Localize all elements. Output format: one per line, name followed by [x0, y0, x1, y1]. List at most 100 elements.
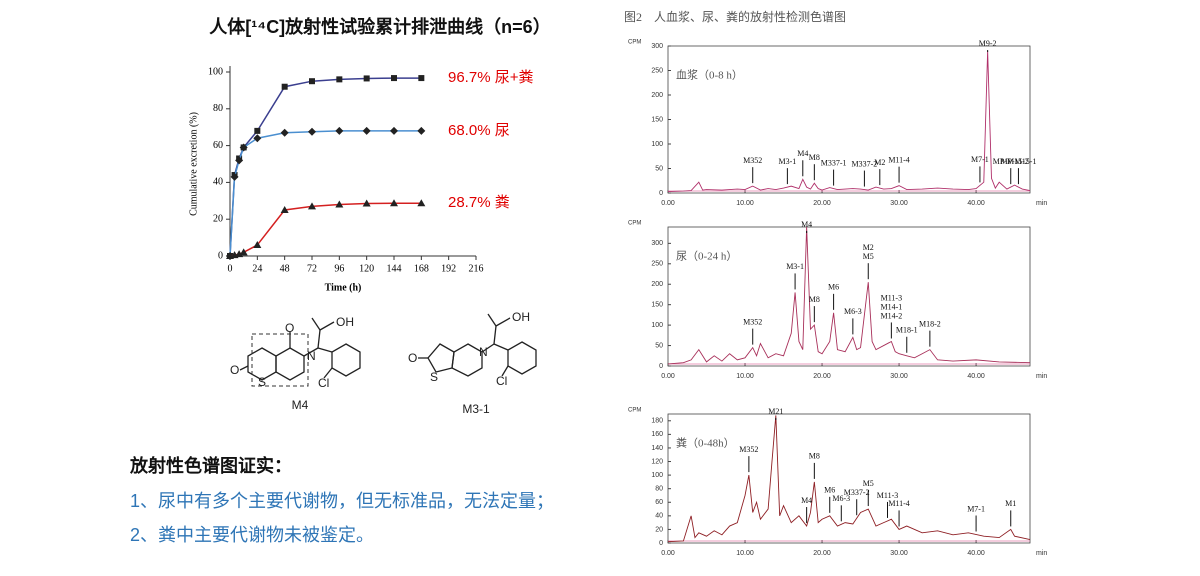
x-tick-label: 24 [252, 263, 262, 274]
y-tick-label: 200 [651, 92, 663, 99]
atom-label: OH [512, 310, 530, 324]
atom-label: S [258, 375, 266, 389]
atom-label: O [285, 321, 294, 335]
marker [335, 200, 344, 208]
x-tick-label: 30.00 [890, 200, 908, 207]
y-tick-label: 20 [213, 213, 223, 224]
peak-label: M6 [824, 486, 835, 495]
y-axis-title: CPM [628, 221, 641, 227]
peak-label: M5 [863, 252, 874, 261]
bond [317, 329, 321, 349]
marker [390, 199, 398, 207]
marker [280, 206, 289, 213]
marker [390, 126, 398, 135]
atom-label: S [430, 370, 438, 384]
y-tick-label: 40 [655, 513, 663, 520]
bond [501, 365, 509, 377]
marker [362, 199, 371, 207]
marker [308, 202, 316, 210]
marker [230, 172, 239, 181]
x-tick-label: 192 [441, 263, 456, 274]
panel-label: 血浆（0-8 h） [676, 68, 743, 82]
x-tick-label: 30.00 [890, 550, 908, 557]
peak-label: M352 [739, 445, 758, 454]
x-tick-label: 20.00 [813, 200, 831, 207]
peak-label: M5 [863, 479, 874, 488]
peak-label: M7-1 [971, 155, 989, 164]
trace [667, 50, 1031, 192]
y-tick-label: 300 [651, 240, 663, 247]
atom-label: OH [336, 315, 354, 329]
y-tick-label: 140 [651, 445, 663, 452]
peak-label: M4 [801, 220, 812, 229]
bond [311, 317, 321, 331]
marker [417, 126, 426, 135]
y-tick-label: 100 [651, 322, 663, 329]
bond [317, 347, 333, 353]
bond [487, 313, 497, 327]
bond [481, 343, 495, 353]
y-tick-label: 50 [655, 165, 663, 172]
peak-label: M337-1 [821, 158, 847, 167]
y-tick-label: 150 [651, 302, 663, 309]
series-line [229, 130, 422, 257]
structure-name: M3-1 [462, 402, 490, 416]
y-tick-label: 50 [655, 342, 663, 349]
atom-label: O [408, 351, 417, 365]
y-tick-label: 120 [651, 458, 663, 465]
x-tick-label: 0.00 [661, 550, 675, 557]
x-tick-label: 10.00 [736, 373, 754, 380]
x-tick-label: 216 [469, 263, 484, 274]
x-axis-unit: min [1036, 200, 1047, 207]
chromatogram: 0 20 40 60 80 100 120 140 160 180 0.00 10.00 20.00 30… [628, 407, 1047, 557]
peak-label: M2 [874, 158, 885, 167]
atom-label: Cl [496, 374, 507, 388]
excretion-chart: 0 20 40 60 80 100 0 24 48 72 96 120 144 168 192 216 Time… [188, 66, 533, 293]
y-tick-label: 0 [659, 190, 663, 197]
peak-label: M18-2 [919, 319, 941, 328]
marker [335, 126, 344, 135]
marker [253, 240, 262, 248]
x-axis-title: Time (h) [325, 282, 362, 293]
marker [308, 127, 316, 136]
peak-label: M1 [1005, 499, 1016, 508]
plot-frame [667, 413, 1031, 544]
series-label: 96.7% 尿+粪 [448, 69, 533, 86]
structure-m3-1: OH O N S Cl M3-1 [408, 310, 537, 416]
x-axis-unit: min [1036, 373, 1047, 380]
marker [309, 78, 315, 85]
y-tick-label: 100 [208, 66, 223, 77]
dashed-box [251, 333, 309, 387]
ring [507, 341, 537, 375]
peak-label: MP-M15-2 [993, 157, 1029, 166]
panel-label: 尿（0-24 h） [676, 250, 737, 263]
atom-label: Cl [318, 376, 329, 390]
marker [417, 199, 426, 207]
marker [239, 248, 248, 256]
marker [235, 156, 244, 165]
x-tick-label: 0.00 [661, 200, 675, 207]
peak-label: M352 [743, 317, 762, 326]
y-tick-label: 60 [213, 140, 223, 151]
peak-label: M21 [768, 407, 783, 416]
x-tick-label: 144 [387, 263, 402, 274]
x-tick-label: 10.00 [736, 550, 754, 557]
x-axis-unit: min [1036, 550, 1047, 557]
bond [493, 325, 497, 345]
x-tick-label: 20.00 [813, 373, 831, 380]
peak-label: MP-M15-1 [1000, 157, 1036, 166]
bond [303, 347, 319, 357]
marker [281, 83, 288, 90]
slide-title: 人体[¹⁴C]放射性试验累计排泄曲线（n=6） [209, 16, 550, 37]
peak-label: M4 [797, 149, 808, 158]
y-tick-label: 60 [655, 499, 663, 506]
y-tick-label: 250 [651, 67, 663, 74]
conclusion-item: 1、尿中有多个主要代谢物，但无标准品，无法定量； [130, 491, 554, 511]
x-tick-label: 40.00 [967, 200, 985, 207]
y-tick-label: 0 [218, 250, 223, 261]
x-tick-label: 0.00 [661, 373, 675, 380]
peak-label: M6-3 [832, 494, 850, 503]
peak-label: M18-1 [896, 326, 918, 335]
y-tick-label: 20 [655, 526, 663, 533]
trace [667, 415, 1031, 543]
